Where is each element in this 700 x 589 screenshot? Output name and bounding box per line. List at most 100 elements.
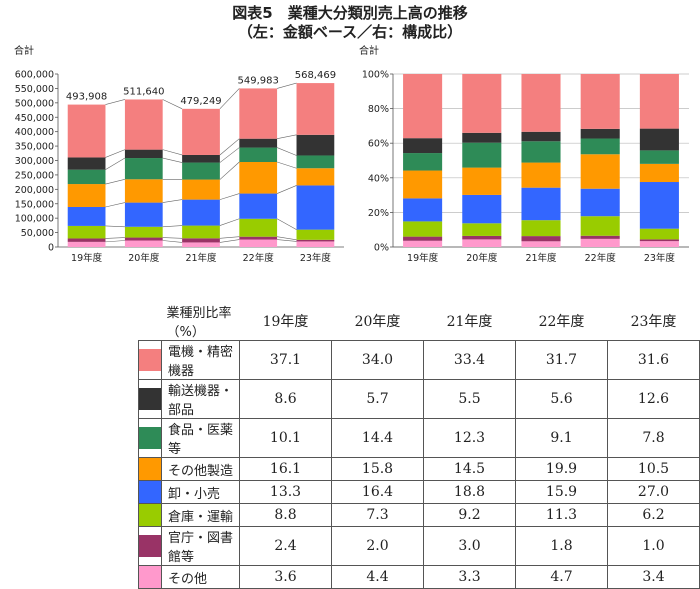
- bar-segment: [297, 240, 335, 242]
- y-tick-label: 60%: [368, 139, 389, 150]
- y-tick-label: 600,000: [15, 70, 54, 81]
- series-connector-line: [105, 150, 124, 158]
- bar-segment: [581, 154, 620, 188]
- ratio-cell: 5.6: [516, 380, 608, 419]
- series-connector-line: [220, 139, 239, 155]
- x-tick-label: 20年度: [466, 252, 498, 264]
- series-connector-line: [105, 158, 124, 170]
- bar-segment: [403, 74, 442, 138]
- table-header-year: 20年度: [332, 302, 424, 341]
- total-label: 479,249: [180, 96, 221, 107]
- ratio-cell: 37.1: [240, 341, 332, 380]
- y-tick-label: 350,000: [15, 142, 54, 153]
- bar-segment: [68, 105, 106, 158]
- y-tick-label: 80%: [368, 104, 389, 115]
- ratio-cell: 2.0: [332, 527, 424, 566]
- y-tick-label: 450,000: [15, 113, 54, 124]
- ratio-cell: 13.3: [240, 481, 332, 504]
- y-tick-label: 20%: [368, 208, 389, 219]
- bar-segment: [640, 74, 679, 129]
- series-connector-line: [220, 237, 239, 239]
- legend-swatch-fill: [139, 458, 161, 480]
- y-axis-label: 合計: [14, 44, 34, 57]
- bar-segment: [125, 241, 163, 247]
- bar-segment: [182, 109, 220, 155]
- bar-segment: [462, 143, 501, 168]
- total-label: 549,983: [238, 75, 279, 86]
- bar-segment: [640, 241, 679, 247]
- bar-segment: [68, 238, 106, 241]
- bar-segment: [239, 240, 277, 247]
- bar-segment: [68, 242, 106, 247]
- bar-segment: [640, 150, 679, 163]
- series-connector-line: [277, 148, 296, 156]
- legend-swatch-fill: [139, 481, 161, 503]
- category-label: 食品・医薬等: [162, 419, 240, 458]
- series-connector-line: [220, 162, 239, 180]
- y-tick-label: 40%: [368, 173, 389, 184]
- ratio-cell: 18.8: [424, 481, 516, 504]
- ratio-cell: 1.8: [516, 527, 608, 566]
- bar-segment: [403, 221, 442, 236]
- table-header-year: 21年度: [424, 302, 516, 341]
- series-connector-line: [105, 179, 124, 184]
- bar-segment: [462, 239, 501, 247]
- ratio-cell: 12.6: [608, 380, 700, 419]
- bar-segment: [462, 223, 501, 236]
- bar-segment: [462, 168, 501, 195]
- ratio-cell: 2.4: [240, 527, 332, 566]
- bar-segment: [581, 189, 620, 217]
- ratio-cell: 16.1: [240, 458, 332, 481]
- bar-segment: [239, 148, 277, 162]
- ratio-cell: 19.9: [516, 458, 608, 481]
- bar-segment: [239, 237, 277, 240]
- legend-swatch-fill: [139, 349, 161, 371]
- series-connector-line: [105, 99, 124, 104]
- y-tick-label: 550,000: [15, 84, 54, 95]
- y-tick-label: 250,000: [15, 170, 54, 181]
- bar-segment: [403, 237, 442, 241]
- ratio-cell: 12.3: [424, 419, 516, 458]
- x-tick-label: 21年度: [525, 252, 557, 264]
- ratio-table: 業種別比率（%） 19年度 20年度 21年度 22年度 23年度 電機・精密機…: [138, 302, 700, 589]
- ratio-cell: 10.1: [240, 419, 332, 458]
- series-connector-line: [277, 83, 296, 88]
- legend-swatch: [139, 527, 162, 566]
- legend-swatch: [139, 566, 162, 589]
- ratio-cell: 14.4: [332, 419, 424, 458]
- series-connector-line: [277, 162, 296, 168]
- legend-swatch: [139, 458, 162, 481]
- bar-segment: [521, 188, 560, 221]
- series-connector-line: [220, 219, 239, 226]
- total-label: 568,469: [295, 70, 336, 81]
- series-connector-line: [220, 148, 239, 163]
- bar-segment: [297, 230, 335, 240]
- bar-segment: [239, 194, 277, 219]
- series-connector-line: [277, 219, 296, 230]
- bar-segment: [125, 150, 163, 158]
- bar-segment: [297, 135, 335, 156]
- bar-segment: [68, 170, 106, 184]
- ratio-cell: 5.5: [424, 380, 516, 419]
- bar-segment: [521, 236, 560, 241]
- bar-segment: [125, 238, 163, 241]
- series-connector-line: [163, 158, 182, 163]
- ratio-cell: 27.0: [608, 481, 700, 504]
- bar-segment: [182, 238, 220, 242]
- x-tick-label: 22年度: [243, 252, 275, 264]
- bar-segment: [125, 227, 163, 238]
- bar-segment: [68, 184, 106, 207]
- ratio-cell: 8.6: [240, 380, 332, 419]
- bar-segment: [403, 153, 442, 170]
- table-header-year: 22年度: [516, 302, 608, 341]
- bar-segment: [521, 220, 560, 236]
- series-connector-line: [277, 240, 296, 242]
- x-tick-label: 19年度: [407, 252, 439, 264]
- y-tick-label: 200,000: [15, 185, 54, 196]
- ratio-cell: 33.4: [424, 341, 516, 380]
- bar-segment: [68, 207, 106, 226]
- y-tick-label: 400,000: [15, 127, 54, 138]
- series-connector-line: [163, 238, 182, 239]
- ratio-cell: 1.0: [608, 527, 700, 566]
